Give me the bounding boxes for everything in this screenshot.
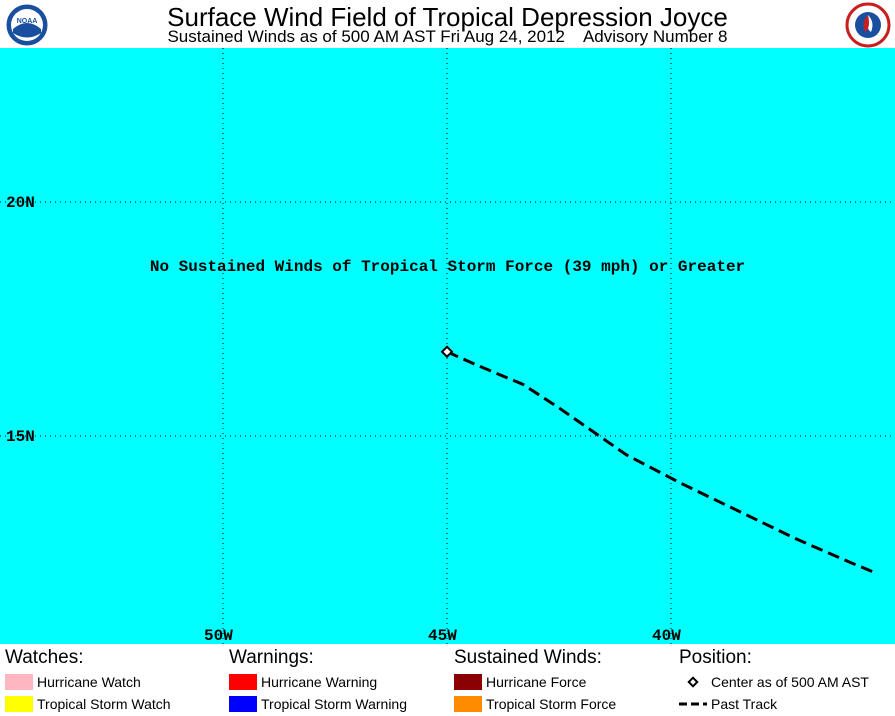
page-subtitle: Sustained Winds as of 500 AM AST Fri Aug… <box>167 27 728 46</box>
lon-label-50w: 50W <box>204 627 233 645</box>
diamond-icon <box>679 674 707 690</box>
svg-text:NOAA: NOAA <box>17 18 38 25</box>
swatch-hurricane-watch <box>5 674 33 690</box>
legend-label: Hurricane Force <box>486 674 587 690</box>
dashed-line-icon <box>679 696 707 712</box>
legend-heading-sustained-winds: Sustained Winds: <box>454 647 602 668</box>
noaa-logo: NOAA <box>5 3 49 47</box>
legend-label: Tropical Storm Force <box>486 696 617 712</box>
legend-item-hurricane-force: Hurricane Force <box>454 671 616 693</box>
legend-item-tropical-storm-force: Tropical Storm Force <box>454 693 616 715</box>
nws-logo <box>845 2 891 48</box>
legend-item-hurricane-watch: Hurricane Watch <box>5 671 171 693</box>
lat-label-15n: 15N <box>6 428 35 446</box>
swatch-hurricane-warning <box>229 674 257 690</box>
legend-item-hurricane-warning: Hurricane Warning <box>229 671 407 693</box>
no-winds-message: No Sustained Winds of Tropical Storm For… <box>149 258 746 276</box>
swatch-tropical-storm-force <box>454 696 482 712</box>
legend-warnings: Warnings: Hurricane Warning Tropical Sto… <box>229 648 407 715</box>
lon-label-45w: 45W <box>428 627 457 645</box>
lon-label-40w: 40W <box>652 627 681 645</box>
legend-label: Tropical Storm Watch <box>37 696 171 712</box>
grid-lines <box>0 48 895 644</box>
legend-heading-warnings: Warnings: <box>229 647 314 668</box>
swatch-hurricane-force <box>454 674 482 690</box>
legend: Watches: Hurricane Watch Tropical Storm … <box>0 644 895 716</box>
header: NOAA Surface Wind Field of Tropical Depr… <box>0 0 895 48</box>
swatch-tropical-storm-warning <box>229 696 257 712</box>
storm-center-diamond-icon <box>440 345 454 359</box>
legend-item-tropical-storm-watch: Tropical Storm Watch <box>5 693 171 715</box>
legend-sustained-winds: Sustained Winds: Hurricane Force Tropica… <box>454 648 616 715</box>
page-title: Surface Wind Field of Tropical Depressio… <box>167 2 728 32</box>
legend-label: Hurricane Watch <box>37 674 141 690</box>
legend-label: Hurricane Warning <box>261 674 378 690</box>
legend-label: Past Track <box>711 696 778 712</box>
legend-item-past-track: Past Track <box>679 693 869 715</box>
legend-item-center: Center as of 500 AM AST <box>679 671 869 693</box>
legend-heading-watches: Watches: <box>5 647 84 668</box>
lat-label-20n: 20N <box>6 194 35 212</box>
legend-label: Center as of 500 AM AST <box>711 674 869 690</box>
map-graphic <box>0 48 895 644</box>
swatch-tropical-storm-watch <box>5 696 33 712</box>
legend-item-tropical-storm-warning: Tropical Storm Warning <box>229 693 407 715</box>
legend-label: Tropical Storm Warning <box>261 696 408 712</box>
legend-watches: Watches: Hurricane Watch Tropical Storm … <box>5 648 171 715</box>
legend-position: Position: Center as of 500 AM AST Past T… <box>679 648 869 715</box>
past-track-line <box>446 350 874 574</box>
wind-field-map: 20N 15N 50W 45W 40W No Sustained Winds o… <box>0 48 895 644</box>
legend-heading-position: Position: <box>679 647 752 668</box>
